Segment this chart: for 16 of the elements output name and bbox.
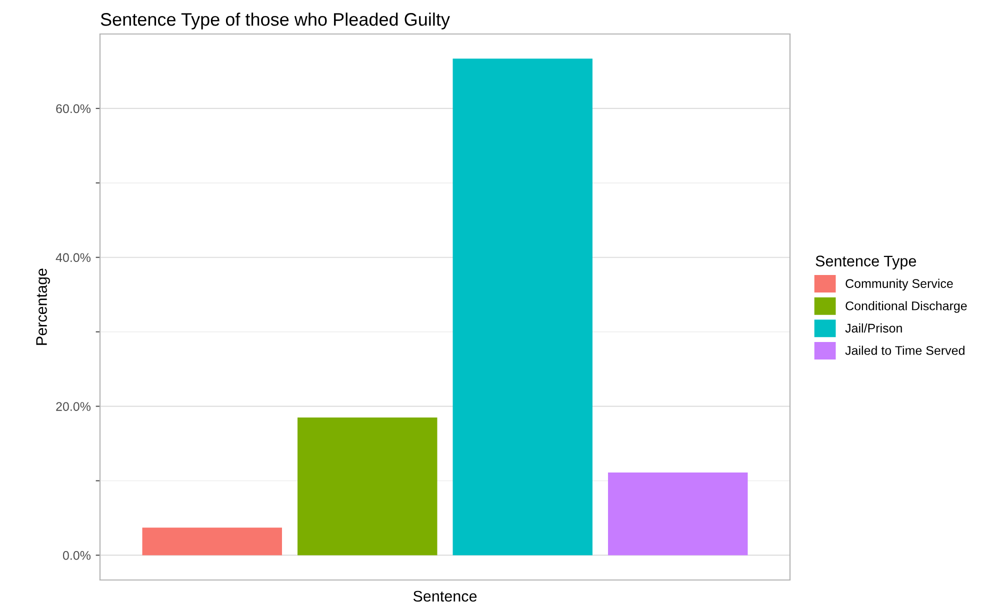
bar: [298, 417, 438, 556]
legend-label: Community Service: [846, 278, 953, 290]
legend-label: Jailed to Time Served: [845, 346, 964, 355]
y-tick-label: 0.0%: [62, 551, 91, 560]
y-tick-label: 40.0%: [56, 253, 91, 262]
bar: [142, 528, 282, 556]
y-tick-label: 60.0%: [56, 104, 91, 114]
bar: [608, 472, 748, 556]
x-axis-title: Sentence: [413, 590, 477, 602]
bar: [452, 58, 592, 556]
y-tick-label: 20.0%: [56, 402, 91, 411]
legend-title: Sentence Type: [816, 256, 916, 270]
chart-title: Sentence Type of those who Pleaded Guilty: [100, 12, 450, 30]
legend-label: Jail/Prison: [845, 323, 902, 333]
y-axis-title: Percentage: [36, 268, 50, 345]
legend-label: Conditional Discharge: [846, 301, 967, 313]
